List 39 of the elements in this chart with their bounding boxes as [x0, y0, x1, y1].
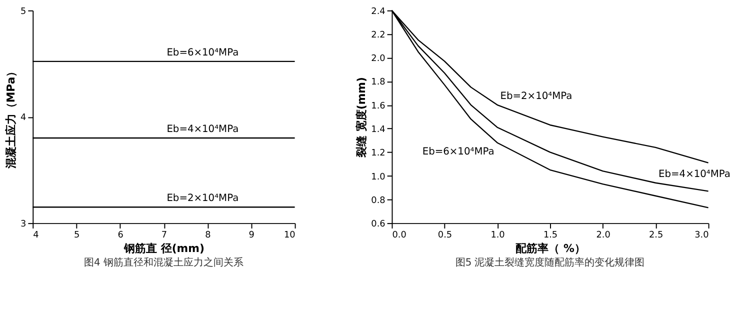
- y-tick-label: 1.8: [371, 78, 386, 88]
- annotation: Eb=6×10⁴MPa: [166, 47, 239, 58]
- y-tick-label: 2.4: [371, 6, 386, 17]
- y-tick-label: 1.4: [371, 125, 386, 135]
- y-tick-label: 0.6: [371, 220, 386, 230]
- y-tick-label: 2.0: [371, 54, 386, 64]
- y-tick-label: 1.0: [371, 172, 386, 182]
- x-axis-title: 钢筋直 径(mm): [123, 242, 204, 256]
- x-tick-label: 5: [74, 230, 80, 240]
- x-tick-label: 4: [33, 230, 40, 240]
- y-axis-title: 裂缝 宽度(mm): [355, 76, 368, 158]
- y-axis-title: 混凝土应力（MPa）: [4, 66, 18, 170]
- text: 图4 钢筋直径和混凝土应力之间关系: [84, 256, 244, 269]
- x-tick-label: 6: [118, 230, 124, 240]
- x-tick-label: 1.0: [490, 230, 506, 240]
- y-tick-label: 3: [20, 220, 26, 230]
- annotation: Eb=2×10⁴MPa: [166, 193, 239, 204]
- x-tick-label: 2.0: [596, 230, 611, 240]
- x-axis-title: 配筋率（ %）: [516, 242, 586, 256]
- y-tick-label: 5: [20, 6, 26, 17]
- x-tick-label: 10: [284, 230, 296, 240]
- y-tick-label: 2.2: [371, 30, 386, 40]
- x-tick-label: 8: [205, 230, 212, 240]
- annotation: Eb=6×10⁴MPa: [422, 146, 494, 158]
- y-tick-label: 1.2: [371, 148, 386, 159]
- x-tick-label: 7: [161, 230, 168, 240]
- x-tick-label: 2.5: [648, 230, 664, 240]
- x-tick-label: 0.0: [392, 230, 407, 240]
- text: 图5 泥凝土裂缝宽度随配筋率的变化规律图: [455, 256, 645, 269]
- x-tick-label: 1.5: [543, 230, 558, 240]
- y-tick-label: 4: [20, 113, 27, 124]
- y-tick-label: 1.6: [371, 101, 386, 112]
- annotation: Eb=2×10⁴MPa: [500, 90, 572, 102]
- annotation: Eb=4×10⁴MPa: [166, 124, 239, 136]
- y-tick-label: 0.8: [371, 196, 386, 206]
- x-tick-label: 3.0: [694, 230, 710, 240]
- x-tick-label: 0.5: [438, 230, 452, 240]
- annotation: Eb=4×10⁴MPa: [658, 168, 730, 180]
- x-tick-label: 9: [248, 230, 255, 240]
